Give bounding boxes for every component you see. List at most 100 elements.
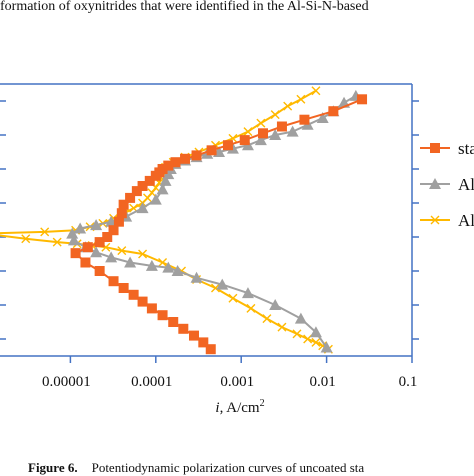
data-point-square [94,237,105,248]
legend-entry-square: sta [420,139,474,158]
caption-text: Potentiodynamic polarization curves of u… [91,460,365,475]
x-tick-label: 0.01 [309,374,335,390]
legend-entry-x: Al [420,211,474,230]
data-point-triangle [156,183,169,195]
plot-frame [0,83,419,363]
data-point-triangle [309,326,322,338]
data-point-square [198,337,209,348]
data-point-square [137,181,148,191]
header-text: formation of oxynitrides that were ident… [0,0,369,14]
data-point-triangle [241,287,254,299]
data-point-triangle [216,278,229,290]
data-point-square [328,106,339,117]
data-point-triangle [124,256,137,268]
data-point-triangle [286,125,299,137]
data-point-square [113,216,124,227]
data-point-square [239,135,250,146]
data-point-triangle [320,341,333,353]
series-triangle [66,89,362,353]
data-point-square [116,208,127,219]
data-point-triangle [66,227,79,239]
data-point-triangle [149,193,162,205]
data-point-x [40,227,50,237]
data-point-x [243,127,253,137]
data-point-x [138,249,148,259]
data-point-triangle [269,129,282,140]
legend: sta Al Al [420,139,474,230]
data-point-square [206,145,217,156]
data-point-x [246,303,256,313]
data-point-triangle [294,312,307,324]
x-tick-label: 0.001 [220,374,254,390]
legend-entry-triangle: Al [420,175,474,194]
data-point-x [292,329,302,339]
data-point-x [21,234,31,244]
legend-label: sta [458,139,474,158]
data-point-x [256,118,266,128]
data-point-square [131,186,142,197]
data-point-square [102,232,113,242]
data-point-square [108,225,119,236]
data-point-x [228,293,238,303]
data-point-square [276,121,287,132]
data-point-x [52,237,62,247]
data-point-square [163,160,174,171]
data-point-triangle [171,265,184,276]
data-point-square [144,175,155,186]
legend-marker [429,178,441,189]
data-point-x [262,314,272,324]
data-point-square [168,317,179,327]
x-tick-label: 0.0001 [131,374,172,390]
data-point-square [108,276,119,287]
data-point-square [150,170,161,181]
data-point-triangle [190,271,203,283]
data-point-square [146,303,157,314]
data-point-triangle [67,234,80,246]
series-square [70,94,368,355]
data-point-x [283,101,293,111]
data-point-square [157,310,168,321]
data-point-x [277,322,287,332]
data-point-triangle [159,174,172,186]
data-point-triangle [74,222,87,234]
data-point-square [170,157,181,168]
x-tick-labels: 0.00001 0.0001 0.001 0.01 0.1 [42,374,417,390]
figure-label: Figure 6. [28,460,78,475]
x-tick-label: 0.00001 [42,374,91,390]
data-point-x [311,86,321,96]
data-point-x [303,334,313,344]
data-point-square [128,289,139,300]
data-point-x [311,337,321,347]
data-point-x [158,258,168,267]
data-point-square [258,128,269,139]
data-point-x [210,283,220,293]
data-point-triangle [269,299,282,310]
legend-marker [430,215,440,225]
data-point-square [191,150,202,161]
x-tick-label: 0.1 [399,374,418,390]
data-point-square [94,266,105,276]
data-point-triangle [90,219,103,231]
data-point-triangle [136,202,149,214]
data-point-square [299,114,310,125]
legend-marker [430,143,440,153]
data-point-square [205,344,216,355]
figure-caption: Figure 6. Potentiodynamic polarization cu… [0,460,474,476]
data-point-x [117,246,127,256]
data-point-square [180,153,191,164]
data-point-x [296,94,306,104]
data-point-square [222,140,233,151]
data-point-square [118,199,129,210]
data-point-triangle [105,251,118,263]
data-point-square [188,330,199,341]
series-layer [0,86,368,355]
legend-label: Al [458,211,474,230]
legend-label: Al [458,175,474,194]
data-point-triangle [254,134,267,146]
data-point-square [118,283,129,293]
data-point-square [137,296,148,307]
data-point-triangle [316,112,329,123]
x-axis-label: i, A/cm2 [215,398,264,416]
data-point-triangle [145,259,158,271]
